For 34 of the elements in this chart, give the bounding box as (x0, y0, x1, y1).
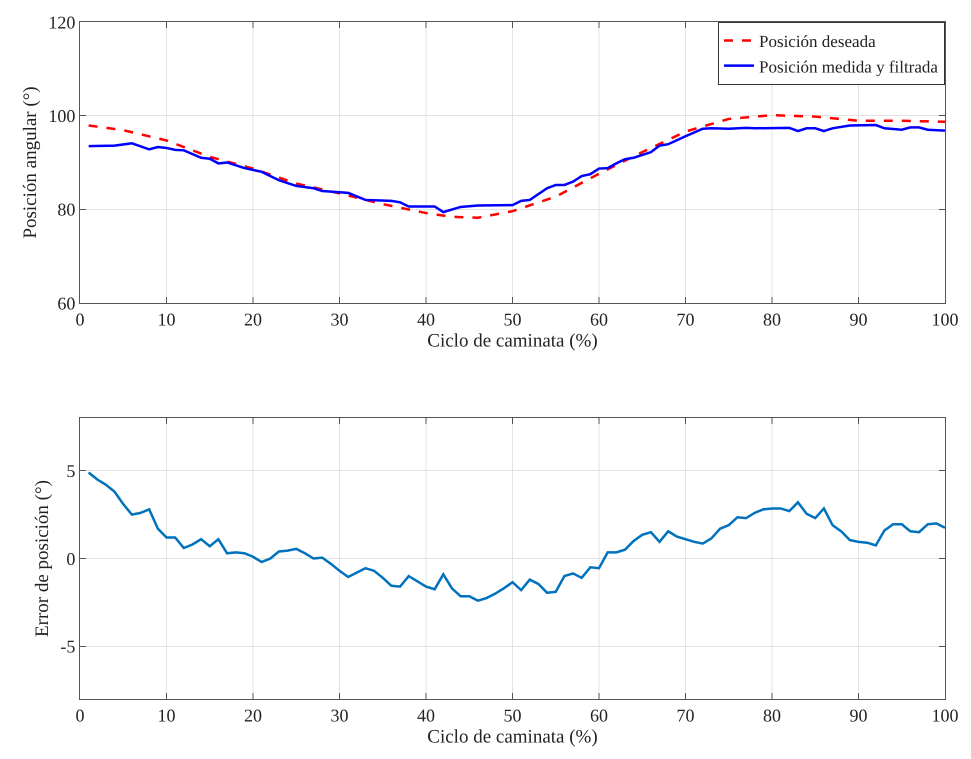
x-tick-label: 70 (676, 310, 694, 330)
y-tick-label: 5 (66, 461, 76, 482)
y-tick-label: -5 (60, 636, 76, 657)
line-series (87, 471, 945, 602)
y-tick-label: 80 (57, 200, 76, 220)
y-tick-label: 120 (48, 12, 76, 32)
x-tick-label: 70 (676, 706, 694, 726)
x-tick-label: 40 (417, 706, 435, 726)
x-axis-title: Ciclo de caminata (%) (427, 330, 598, 352)
legend-label: Posición medida y filtrada (759, 57, 938, 76)
x-tick-label: 90 (850, 706, 868, 726)
x-tick-label: 50 (504, 310, 522, 330)
y-tick-label: 0 (66, 548, 76, 569)
x-tick-label: 30 (330, 310, 348, 330)
x-tick-label: 100 (932, 706, 958, 726)
x-tick-label: 60 (590, 310, 608, 330)
y-tick-label: 60 (57, 293, 76, 314)
x-axis-title: Ciclo de caminata (%) (427, 726, 598, 748)
x-tick-label: 60 (590, 706, 608, 726)
x-tick-label: 10 (158, 706, 176, 726)
y-tick-label: 100 (48, 106, 76, 126)
legend-label: Posición deseada (759, 32, 876, 52)
x-tick-label: 20 (244, 310, 262, 330)
y-axis-title: Error de posición (°) (32, 480, 54, 637)
x-tick-label: 40 (417, 310, 435, 330)
x-tick-label: 100 (932, 310, 958, 330)
y-axis-title: Posición angular (°) (20, 86, 42, 239)
x-tick-label: 80 (763, 706, 781, 726)
x-tick-label: 10 (158, 310, 176, 330)
x-tick-label: 20 (244, 706, 262, 726)
x-tick-label: 80 (763, 310, 781, 330)
x-tick-label: 30 (330, 706, 348, 726)
x-tick-label: 50 (504, 706, 522, 726)
x-tick-label: 90 (850, 310, 868, 330)
